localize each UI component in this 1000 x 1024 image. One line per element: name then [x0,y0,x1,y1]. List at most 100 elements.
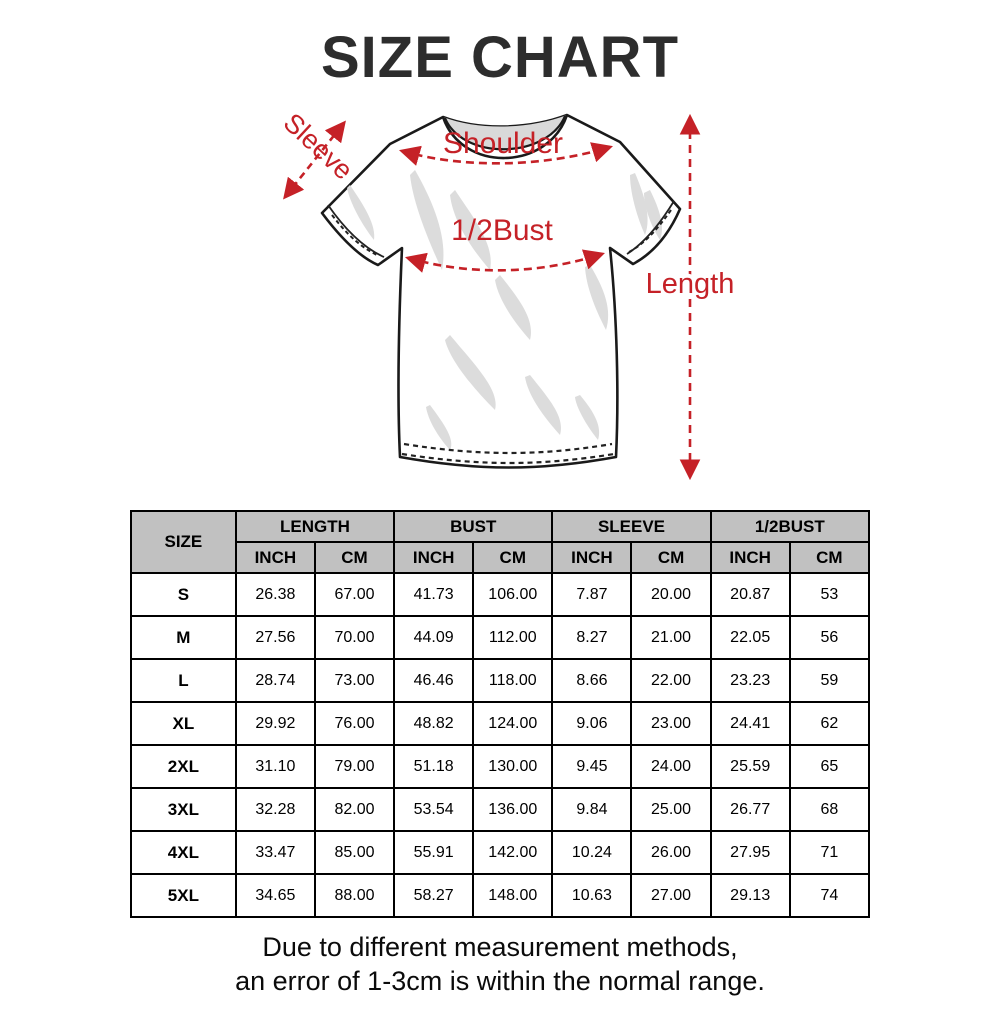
unit-header: CM [788,541,871,574]
data-cell: 58.27 [393,873,475,918]
data-cell: 27.00 [630,873,712,918]
data-cell: 41.73 [393,572,475,617]
measurement-annotations [283,113,701,481]
bust-group-header: BUST [393,510,554,543]
data-cell: 48.82 [393,701,475,746]
data-cell: 26.77 [709,787,791,832]
data-cell: 20.87 [709,572,791,617]
data-cell: 9.45 [551,744,633,789]
table-row: 5XL 34.65 88.00 58.27 148.00 10.63 27.00… [130,873,871,918]
data-cell: 8.27 [551,615,633,660]
note-line-2: an error of 1-3cm is within the normal r… [235,966,765,996]
size-table-body: S 26.38 67.00 41.73 106.00 7.87 20.00 20… [130,572,871,918]
data-cell: 85.00 [313,830,396,875]
data-cell: 74 [788,873,871,918]
table-row: M 27.56 70.00 44.09 112.00 8.27 21.00 22… [130,615,871,660]
data-cell: 32.28 [234,787,316,832]
data-cell: 142.00 [472,830,554,875]
size-cell: 2XL [130,744,237,789]
data-cell: 10.24 [551,830,633,875]
length-group-header: LENGTH [234,510,396,543]
data-cell: 79.00 [313,744,396,789]
tshirt-diagram: Shoulder 1/2Bust Sleeve Length [250,95,750,500]
shoulder-arrow [398,142,613,166]
data-cell: 51.18 [393,744,475,789]
unit-header-row: INCH CM INCH CM INCH CM INCH CM [131,541,871,574]
size-chart-page: SIZE CHART [0,24,1000,998]
data-cell: 31.10 [234,744,316,789]
data-cell: 26.38 [234,572,316,617]
data-cell: 34.65 [234,873,316,918]
size-cell: XL [130,701,237,746]
data-cell: 46.46 [393,658,475,703]
data-cell: 55.91 [393,830,475,875]
sleeve-label: Sleeve [278,107,359,185]
size-table: SIZE LENGTH BUST SLEEVE 1/2BUST INCH CM … [130,510,871,918]
data-cell: 21.00 [630,615,712,660]
data-cell: 136.00 [472,787,554,832]
data-cell: 29.13 [709,873,791,918]
data-cell: 27.95 [709,830,791,875]
data-cell: 20.00 [630,572,712,617]
group-header-row: SIZE LENGTH BUST SLEEVE 1/2BUST [130,510,871,574]
unit-header: INCH [551,541,633,574]
page-title: SIZE CHART [321,25,679,90]
data-cell: 124.00 [472,701,554,746]
data-cell: 28.74 [234,658,316,703]
data-cell: 29.92 [234,701,316,746]
data-cell: 27.56 [234,615,316,660]
data-cell: 70.00 [313,615,396,660]
data-cell: 82.00 [313,787,396,832]
half-bust-group-header: 1/2BUST [709,510,871,543]
data-cell: 24.00 [630,744,712,789]
size-cell: 3XL [130,787,237,832]
data-cell: 56 [788,615,871,660]
data-cell: 9.84 [551,787,633,832]
data-cell: 73.00 [313,658,396,703]
data-cell: 130.00 [472,744,554,789]
data-cell: 62 [788,701,871,746]
table-row: L 28.74 73.00 46.46 118.00 8.66 22.00 23… [130,658,871,703]
shoulder-label: Shoulder [443,127,563,160]
data-cell: 53.54 [393,787,475,832]
data-cell: 25.00 [630,787,712,832]
tshirt-measurement-illustration: Shoulder 1/2Bust Sleeve Length [278,107,738,481]
size-cell: M [130,615,237,660]
data-cell: 24.41 [709,701,791,746]
data-cell: 118.00 [472,658,554,703]
data-cell: 22.05 [709,615,791,660]
unit-header: CM [472,541,554,574]
sleeve-arrow [283,120,346,200]
table-row: 2XL 31.10 79.00 51.18 130.00 9.45 24.00 … [130,744,871,789]
data-cell: 9.06 [551,701,633,746]
data-cell: 65 [788,744,871,789]
unit-header: INCH [709,541,791,574]
data-cell: 7.87 [551,572,633,617]
size-cell: 4XL [130,830,237,875]
length-label: Length [646,268,735,300]
data-cell: 25.59 [709,744,791,789]
measurement-note: Due to different measurement methods, an… [0,930,1000,998]
data-cell: 33.47 [234,830,316,875]
sleeve-group-header: SLEEVE [551,510,712,543]
half-bust-arrow [404,249,605,273]
unit-header: CM [313,541,396,574]
data-cell: 10.63 [551,873,633,918]
data-cell: 88.00 [313,873,396,918]
size-cell: L [130,658,237,703]
table-row: XL 29.92 76.00 48.82 124.00 9.06 23.00 2… [130,701,871,746]
data-cell: 76.00 [313,701,396,746]
data-cell: 67.00 [313,572,396,617]
data-cell: 112.00 [472,615,554,660]
data-cell: 23.00 [630,701,712,746]
data-cell: 8.66 [551,658,633,703]
data-cell: 68 [788,787,871,832]
data-cell: 22.00 [630,658,712,703]
size-table-header: SIZE LENGTH BUST SLEEVE 1/2BUST INCH CM … [130,510,871,574]
unit-header: INCH [234,541,316,574]
table-row: 4XL 33.47 85.00 55.91 142.00 10.24 26.00… [130,830,871,875]
table-row: 3XL 32.28 82.00 53.54 136.00 9.84 25.00 … [130,787,871,832]
data-cell: 23.23 [709,658,791,703]
size-cell: 5XL [130,873,237,918]
data-cell: 59 [788,658,871,703]
